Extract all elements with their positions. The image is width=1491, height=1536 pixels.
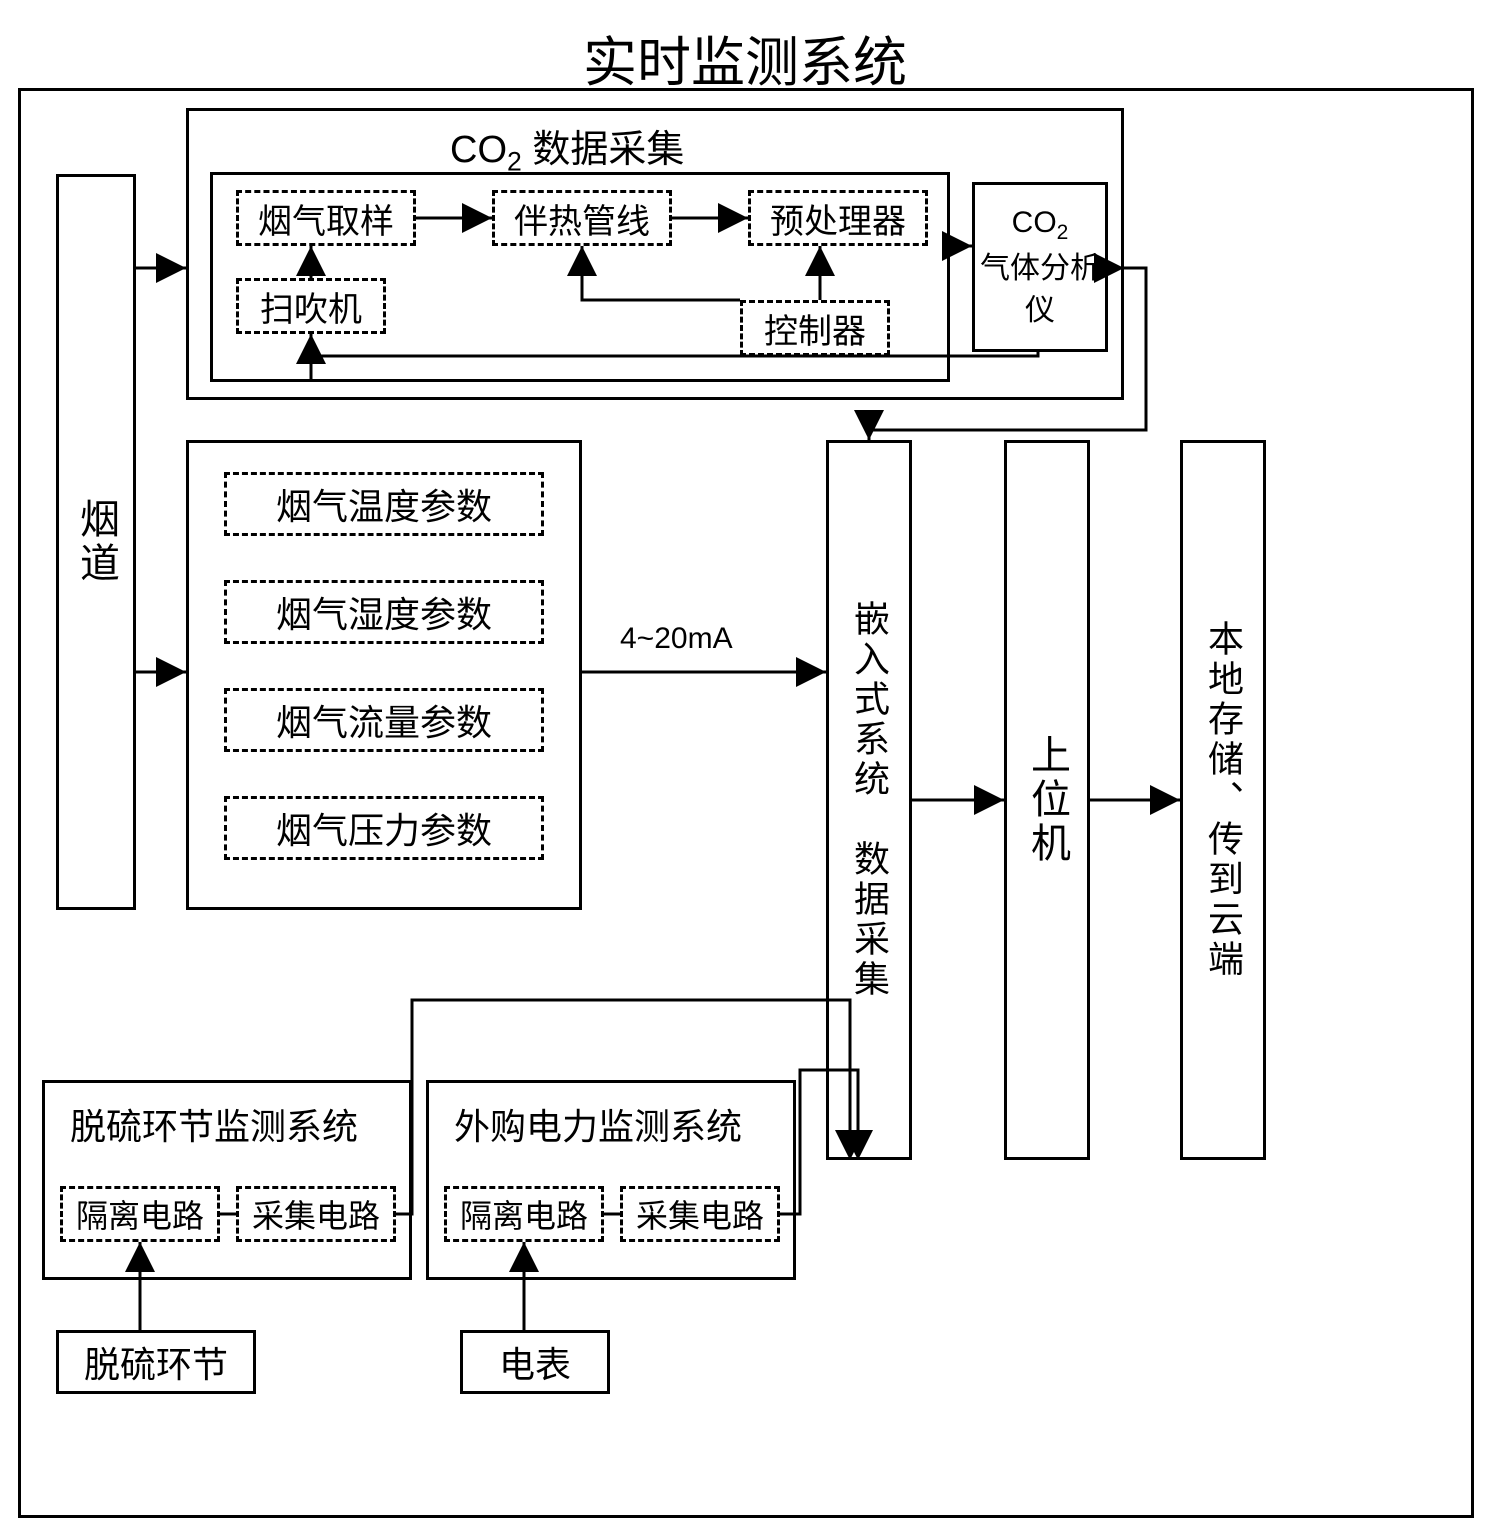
node-ctrl: 控制器 [740, 300, 890, 356]
param-humidity: 烟气湿度参数 [224, 580, 544, 644]
param-temp: 烟气温度参数 [224, 472, 544, 536]
power-title: 外购电力监测系统 [454, 1098, 742, 1150]
node-pre: 预处理器 [748, 190, 928, 246]
param-flow: 烟气流量参数 [224, 688, 544, 752]
embedded-label: 嵌入式系统 数据采集 [843, 600, 895, 1000]
power-iso: 隔离电路 [444, 1186, 604, 1242]
flue-label: 烟道 [67, 498, 125, 586]
flue-box: 烟道 [56, 174, 136, 910]
power-src: 电表 [460, 1330, 610, 1394]
desulf-acq: 采集电路 [236, 1186, 396, 1242]
desulf-src: 脱硫环节 [56, 1330, 256, 1394]
node-blower: 扫吹机 [236, 278, 386, 334]
param-pressure: 烟气压力参数 [224, 796, 544, 860]
co2-analyzer-label: CO2气体分析仪 [975, 202, 1105, 331]
node-sample: 烟气取样 [236, 190, 416, 246]
desulf-iso: 隔离电路 [60, 1186, 220, 1242]
power-acq: 采集电路 [620, 1186, 780, 1242]
host-label: 上位机 [1018, 734, 1076, 866]
co2-title: CO2 数据采集 [450, 118, 684, 178]
desulf-title: 脱硫环节监测系统 [70, 1098, 358, 1150]
main-title: 实时监测系统 [420, 18, 1070, 97]
storage-box: 本地存储、传到云端 [1180, 440, 1266, 1160]
co2-analyzer-box: CO2气体分析仪 [972, 182, 1108, 352]
storage-label: 本地存储、传到云端 [1197, 620, 1249, 980]
signal-label: 4~20mA [620, 622, 733, 656]
host-box: 上位机 [1004, 440, 1090, 1160]
embedded-box: 嵌入式系统 数据采集 [826, 440, 912, 1160]
diagram-canvas: 实时监测系统 烟道 CO2 数据采集 烟气取样 扫吹机 伴热管线 预处理器 控制… [0, 0, 1491, 1536]
node-heat: 伴热管线 [492, 190, 672, 246]
